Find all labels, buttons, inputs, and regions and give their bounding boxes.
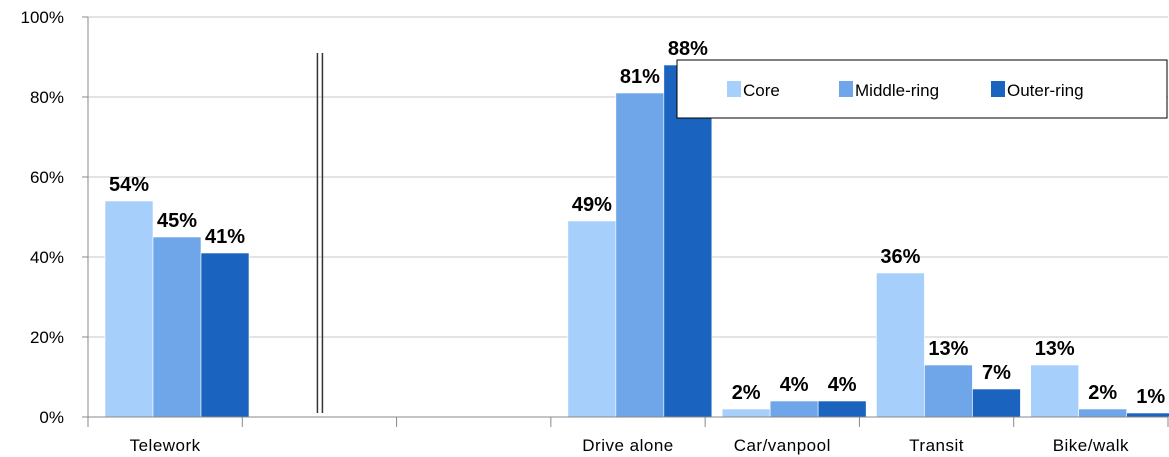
legend-swatch (727, 81, 741, 97)
bar (769, 400, 819, 418)
y-tick-label: 40% (30, 248, 64, 267)
x-tick-label: Telework (130, 436, 201, 455)
data-label: 36% (880, 246, 920, 268)
bar (1126, 412, 1169, 418)
y-tick-label: 0% (39, 408, 64, 427)
x-tick-label: Bike/walk (1053, 436, 1129, 455)
legend-label: Middle-ring (855, 81, 939, 100)
x-tick-label: Transit (909, 436, 964, 455)
data-label: 7% (982, 362, 1011, 384)
x-tick-label: Car/vanpool (734, 436, 831, 455)
bar (924, 364, 973, 418)
y-tick-label: 20% (30, 328, 64, 347)
axes: 0% 20% 40% 60% 80% 100% Telework Drive alone Car… (21, 8, 1169, 455)
bar (200, 252, 250, 418)
bar (1078, 408, 1128, 418)
data-label: 88% (668, 38, 708, 60)
data-label: 2% (1088, 382, 1117, 404)
legend-label: Core (743, 81, 780, 100)
bar (567, 220, 617, 418)
data-labels: 54% 49% 2% 36% 13% 45% 81% 4% 13% 2% 41% 88% 4% 7% 1% (109, 38, 1165, 408)
data-label: 54% (109, 174, 149, 196)
legend-label: Outer-ring (1007, 81, 1084, 100)
data-label: 4% (780, 374, 809, 396)
bar (972, 388, 1021, 418)
legend-swatch (991, 81, 1005, 97)
legend-box (676, 59, 1168, 119)
data-label: 13% (928, 338, 968, 360)
data-label: 41% (205, 226, 245, 248)
data-label: 81% (620, 66, 660, 88)
bar (663, 64, 713, 418)
x-tick-label: Drive alone (582, 436, 674, 455)
bar (152, 236, 202, 418)
bar (104, 200, 154, 418)
bar (721, 408, 771, 418)
legend-swatch (839, 81, 853, 97)
bar (876, 272, 925, 418)
data-label: 49% (572, 194, 612, 216)
data-label: 4% (828, 374, 857, 396)
data-label: 2% (732, 382, 761, 404)
data-label: 1% (1136, 386, 1165, 408)
bar (615, 92, 665, 418)
y-tick-label: 80% (30, 88, 64, 107)
data-label: 13% (1035, 338, 1075, 360)
legend: Core Middle-ring Outer-ring (676, 59, 1168, 119)
y-tick-label: 100% (21, 8, 64, 27)
y-tick-label: 60% (30, 168, 64, 187)
bar (1030, 364, 1080, 418)
bar (817, 400, 867, 418)
bars (104, 64, 1169, 418)
data-label: 45% (157, 210, 197, 232)
